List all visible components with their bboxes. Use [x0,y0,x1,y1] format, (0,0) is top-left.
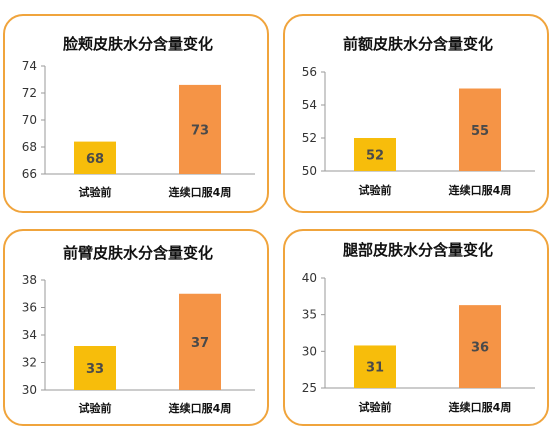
y-tick-label: 38 [22,273,37,287]
data-label: 68 [86,152,104,167]
category-label: 连续口服4周 [169,185,232,199]
chart-title: 腿部皮肤水分含量变化 [343,241,493,259]
y-tick-label: 30 [22,383,37,397]
chart-title: 前臂皮肤水分含量变化 [63,244,213,262]
y-tick-label: 36 [22,301,37,315]
y-tick-label: 68 [22,140,37,154]
y-tick-label: 54 [302,98,317,112]
y-tick-label: 70 [22,113,37,127]
bar-after [179,293,221,390]
chart-panel-forehead: 前额皮肤水分含量变化 50 52 54 56 52 试验前 55 连续口服4周 [283,14,549,213]
y-tick-label: 32 [22,356,37,370]
data-label: 36 [471,341,489,356]
chart-panel-leg: 腿部皮肤水分含量变化 25 30 35 40 31 试验前 36 连续口服4周 [283,229,549,426]
data-label: 73 [191,123,209,138]
chart-panel-cheek: 脸颊皮肤水分含量变化 66 68 70 72 74 68 试验前 73 连续口服4周 [3,14,269,213]
y-tick-label: 72 [22,86,37,100]
category-label: 试验前 [359,183,392,197]
y-tick-label: 52 [302,131,317,145]
chart-title: 前额皮肤水分含量变化 [343,35,493,53]
bar-chart-svg: 腿部皮肤水分含量变化 25 30 35 40 31 试验前 36 连续口服4周 [302,241,535,414]
y-tick-label: 74 [22,59,37,73]
bar-before [354,138,396,171]
bar-chart-svg: 脸颊皮肤水分含量变化 66 68 70 72 74 68 试验前 73 连续口服4周 [22,35,255,199]
bar-before [74,141,116,174]
y-tick-label: 40 [302,271,317,285]
category-label: 连续口服4周 [169,401,232,415]
category-label: 连续口服4周 [449,400,512,414]
y-tick-label: 25 [302,381,317,395]
data-label: 33 [86,362,104,377]
bar-before [74,346,116,390]
data-label: 37 [191,336,209,351]
bar-before [354,345,396,388]
chart-panel-forearm: 前臂皮肤水分含量变化 30 32 34 36 38 33 试验前 37 连续口服4周 [3,229,269,426]
bar-chart-svg: 前额皮肤水分含量变化 50 52 54 56 52 试验前 55 连续口服4周 [302,35,535,197]
bar-after [459,305,501,388]
y-tick-label: 66 [22,167,37,181]
bar-after [459,88,501,171]
y-tick-label: 30 [302,344,317,358]
data-label: 31 [366,361,384,376]
y-tick-label: 35 [302,308,317,322]
y-tick-label: 34 [22,328,37,342]
data-label: 52 [366,149,384,164]
bar-after [179,84,221,174]
y-tick-label: 56 [302,65,317,79]
bar-chart-svg: 前臂皮肤水分含量变化 30 32 34 36 38 33 试验前 37 连续口服4周 [22,244,255,415]
category-label: 试验前 [79,401,112,415]
category-label: 连续口服4周 [449,183,512,197]
data-label: 55 [471,124,489,139]
category-label: 试验前 [79,185,112,199]
y-tick-label: 50 [302,164,317,178]
category-label: 试验前 [359,400,392,414]
chart-title: 脸颊皮肤水分含量变化 [63,35,213,53]
